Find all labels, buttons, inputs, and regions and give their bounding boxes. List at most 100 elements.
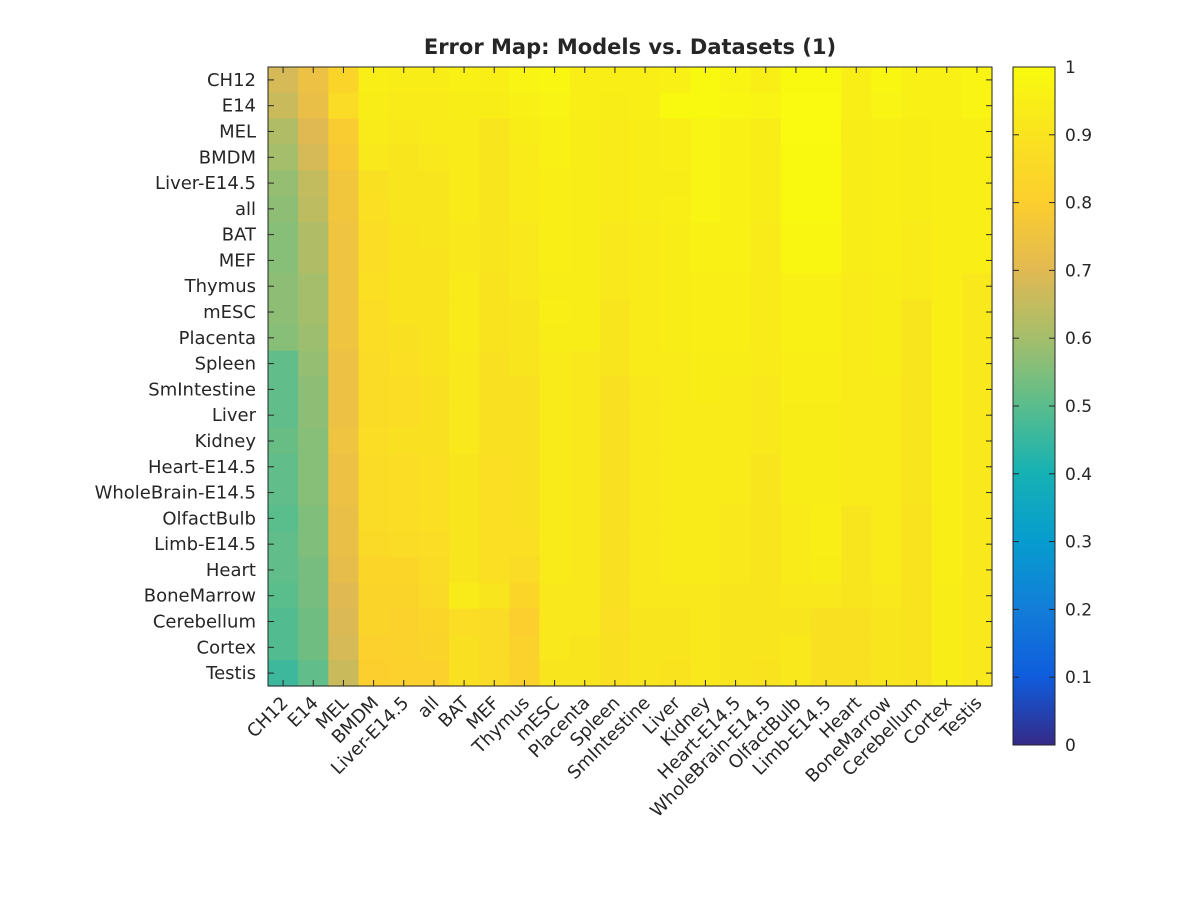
heatmap-cell xyxy=(690,453,722,481)
heatmap-cell xyxy=(660,299,691,326)
heatmap-cell xyxy=(811,170,842,197)
heatmap-cell xyxy=(418,608,450,636)
heatmap-cell xyxy=(298,531,329,558)
heatmap-cell xyxy=(901,428,933,455)
row-label: mESC xyxy=(203,302,256,323)
heatmap-cell xyxy=(388,582,420,610)
heatmap-cell xyxy=(358,402,390,429)
heatmap-cell xyxy=(690,634,722,661)
heatmap-cell xyxy=(901,170,933,197)
heatmap-cell xyxy=(509,428,541,455)
heatmap-cell xyxy=(569,634,601,661)
heatmap-cell xyxy=(780,402,812,429)
heatmap-cell xyxy=(509,273,541,300)
heatmap-cell xyxy=(449,402,480,429)
heatmap-cell xyxy=(358,144,390,171)
heatmap-cell xyxy=(931,144,963,171)
heatmap-cell xyxy=(539,299,571,326)
heatmap-cell xyxy=(811,92,842,120)
heatmap-cell xyxy=(630,402,661,429)
row-label: all xyxy=(235,199,256,220)
heatmap-cell xyxy=(418,428,450,455)
heatmap-cell xyxy=(358,221,390,249)
heatmap-cell xyxy=(841,557,872,584)
heatmap-cell xyxy=(750,299,782,326)
heatmap-cell xyxy=(599,221,631,249)
heatmap-cell xyxy=(388,557,420,584)
heatmap-cell xyxy=(388,350,420,378)
heatmap-cell xyxy=(841,376,872,403)
heatmap-cell xyxy=(569,247,601,274)
row-label: Limb-E14.5 xyxy=(154,534,256,555)
heatmap-cell xyxy=(720,479,752,507)
heatmap-cell xyxy=(569,299,601,326)
heatmap-cell xyxy=(298,376,329,403)
heatmap-cell xyxy=(750,92,782,120)
heatmap-cell xyxy=(720,453,752,481)
heatmap-cell xyxy=(720,324,752,352)
heatmap-cell xyxy=(690,402,722,429)
heatmap-cell xyxy=(901,144,933,171)
heatmap-cell xyxy=(358,273,390,300)
heatmap-cell xyxy=(931,118,963,145)
heatmap-cell xyxy=(298,324,329,352)
heatmap-cell xyxy=(479,170,510,197)
heatmap-cell xyxy=(449,531,480,558)
heatmap-cell xyxy=(298,118,329,145)
heatmap-cell xyxy=(449,92,480,120)
heatmap-cell xyxy=(388,247,420,274)
heatmap-cell xyxy=(479,324,510,352)
heatmap-cell xyxy=(479,376,510,403)
heatmap-cell xyxy=(660,92,691,120)
heatmap-cell xyxy=(599,170,631,197)
heatmap-cell xyxy=(328,505,360,532)
heatmap-cell xyxy=(780,479,812,507)
heatmap-cell xyxy=(931,634,963,661)
heatmap-cell xyxy=(811,144,842,171)
heatmap-cell xyxy=(569,479,601,507)
heatmap-cell xyxy=(660,221,691,249)
heatmap-cell xyxy=(479,557,510,584)
heatmap-cell xyxy=(599,376,631,403)
heatmap-cell xyxy=(599,402,631,429)
heatmap-cell xyxy=(841,479,872,507)
heatmap-cell xyxy=(509,144,541,171)
heatmap-cell xyxy=(780,428,812,455)
heatmap-cell xyxy=(569,118,601,145)
heatmap-cell xyxy=(720,92,752,120)
heatmap-cell xyxy=(418,247,450,274)
heatmap-cell xyxy=(418,350,450,378)
heatmap-cell xyxy=(479,531,510,558)
heatmap-cell xyxy=(750,557,782,584)
heatmap-cell xyxy=(630,221,661,249)
heatmap-cell xyxy=(388,376,420,403)
heatmap-cell xyxy=(479,453,510,481)
heatmap-cell xyxy=(841,324,872,352)
heatmap-cell xyxy=(479,479,510,507)
heatmap-cell xyxy=(509,505,541,532)
heatmap-cell xyxy=(509,195,541,223)
heatmap-cell xyxy=(388,299,420,326)
heatmap-cell xyxy=(479,505,510,532)
heatmap-cell xyxy=(901,531,933,558)
heatmap-cell xyxy=(599,299,631,326)
heatmap-cell xyxy=(388,221,420,249)
axis-ticks xyxy=(268,67,992,686)
heatmap-cell xyxy=(449,453,480,481)
heatmap-cell xyxy=(539,247,571,274)
row-label: Liver xyxy=(212,405,257,426)
row-label: Spleen xyxy=(195,354,256,375)
heatmap-cell xyxy=(358,453,390,481)
heatmap-cell xyxy=(931,299,963,326)
heatmap-cell xyxy=(358,118,390,145)
heatmap-cell xyxy=(780,92,812,120)
heatmap-cell xyxy=(449,557,480,584)
row-label: WholeBrain-E14.5 xyxy=(95,483,256,504)
heatmap-cell xyxy=(328,428,360,455)
heatmap-cell xyxy=(328,557,360,584)
heatmap-cell xyxy=(780,118,812,145)
heatmap-cell xyxy=(569,608,601,636)
heatmap-cell xyxy=(328,195,360,223)
heatmap-cell xyxy=(328,634,360,661)
